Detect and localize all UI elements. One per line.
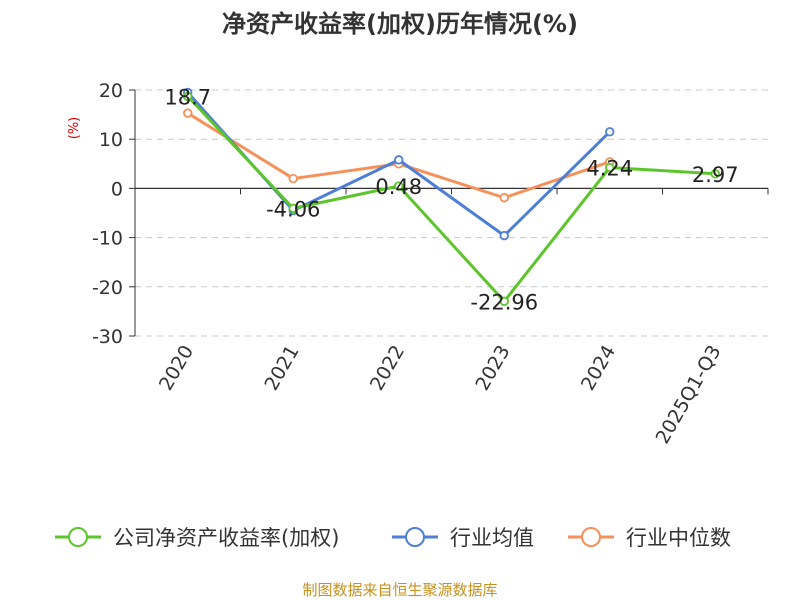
data-point [183,91,193,102]
x-tick-label: 2020 [155,342,198,395]
data-point [710,169,720,179]
data-label: 0.48 [375,175,422,199]
axes: 20 10 0 -10 -20 -30 2020 2021 2022 2023 2024 2025Q1… [92,80,769,448]
legend-marker [405,527,425,547]
data-point [499,193,509,203]
series-line [186,95,716,303]
legend-label: 行业均值 [450,526,534,550]
gridlines [135,89,768,337]
y-tick-label: 20 [99,80,123,102]
data-label: -22.96 [470,290,538,314]
data-label: 18.7 [164,85,211,109]
y-tick-label: 10 [99,129,123,151]
y-tick-label: 0 [111,178,123,200]
y-axis-label: (%) [67,117,82,140]
legend-label: 行业中位数 [626,526,731,550]
data-label: 2.97 [692,163,739,187]
data-point [499,230,509,241]
y-tick-label: -30 [92,326,123,348]
data-point [288,173,298,184]
data-point [605,162,615,173]
source-note: 制图数据来自恒生聚源数据库 [302,581,497,599]
legend-marker [581,527,601,547]
y-tick-label: -20 [92,277,123,299]
chart-title: 净资产收益率(加权)历年情况(%) [222,10,578,38]
x-tick-label: 2024 [577,342,620,395]
data-point [605,127,615,137]
legend-label: 公司净资产收益率(加权) [113,526,339,550]
x-tick-label: 2022 [366,342,409,395]
data-point [499,296,509,307]
x-tick-label: 2023 [471,342,514,395]
legend-marker [68,527,88,547]
data-label: 4.24 [586,157,633,181]
data-point [288,203,298,214]
series-layer [183,87,720,307]
y-tick-label: -10 [92,228,123,250]
x-tick-label: 2021 [260,342,303,395]
data-point [183,108,193,118]
data-point [394,155,404,165]
data-point [394,181,404,191]
data-labels: 18.7 -4.06 0.48 -22.96 4.24 2.97 [164,85,738,314]
legend: 公司净资产收益率(加权) 行业均值 行业中位数 [55,526,731,550]
data-label: -4.06 [266,197,320,221]
x-tick-label: 2025Q1-Q3 [652,342,726,448]
